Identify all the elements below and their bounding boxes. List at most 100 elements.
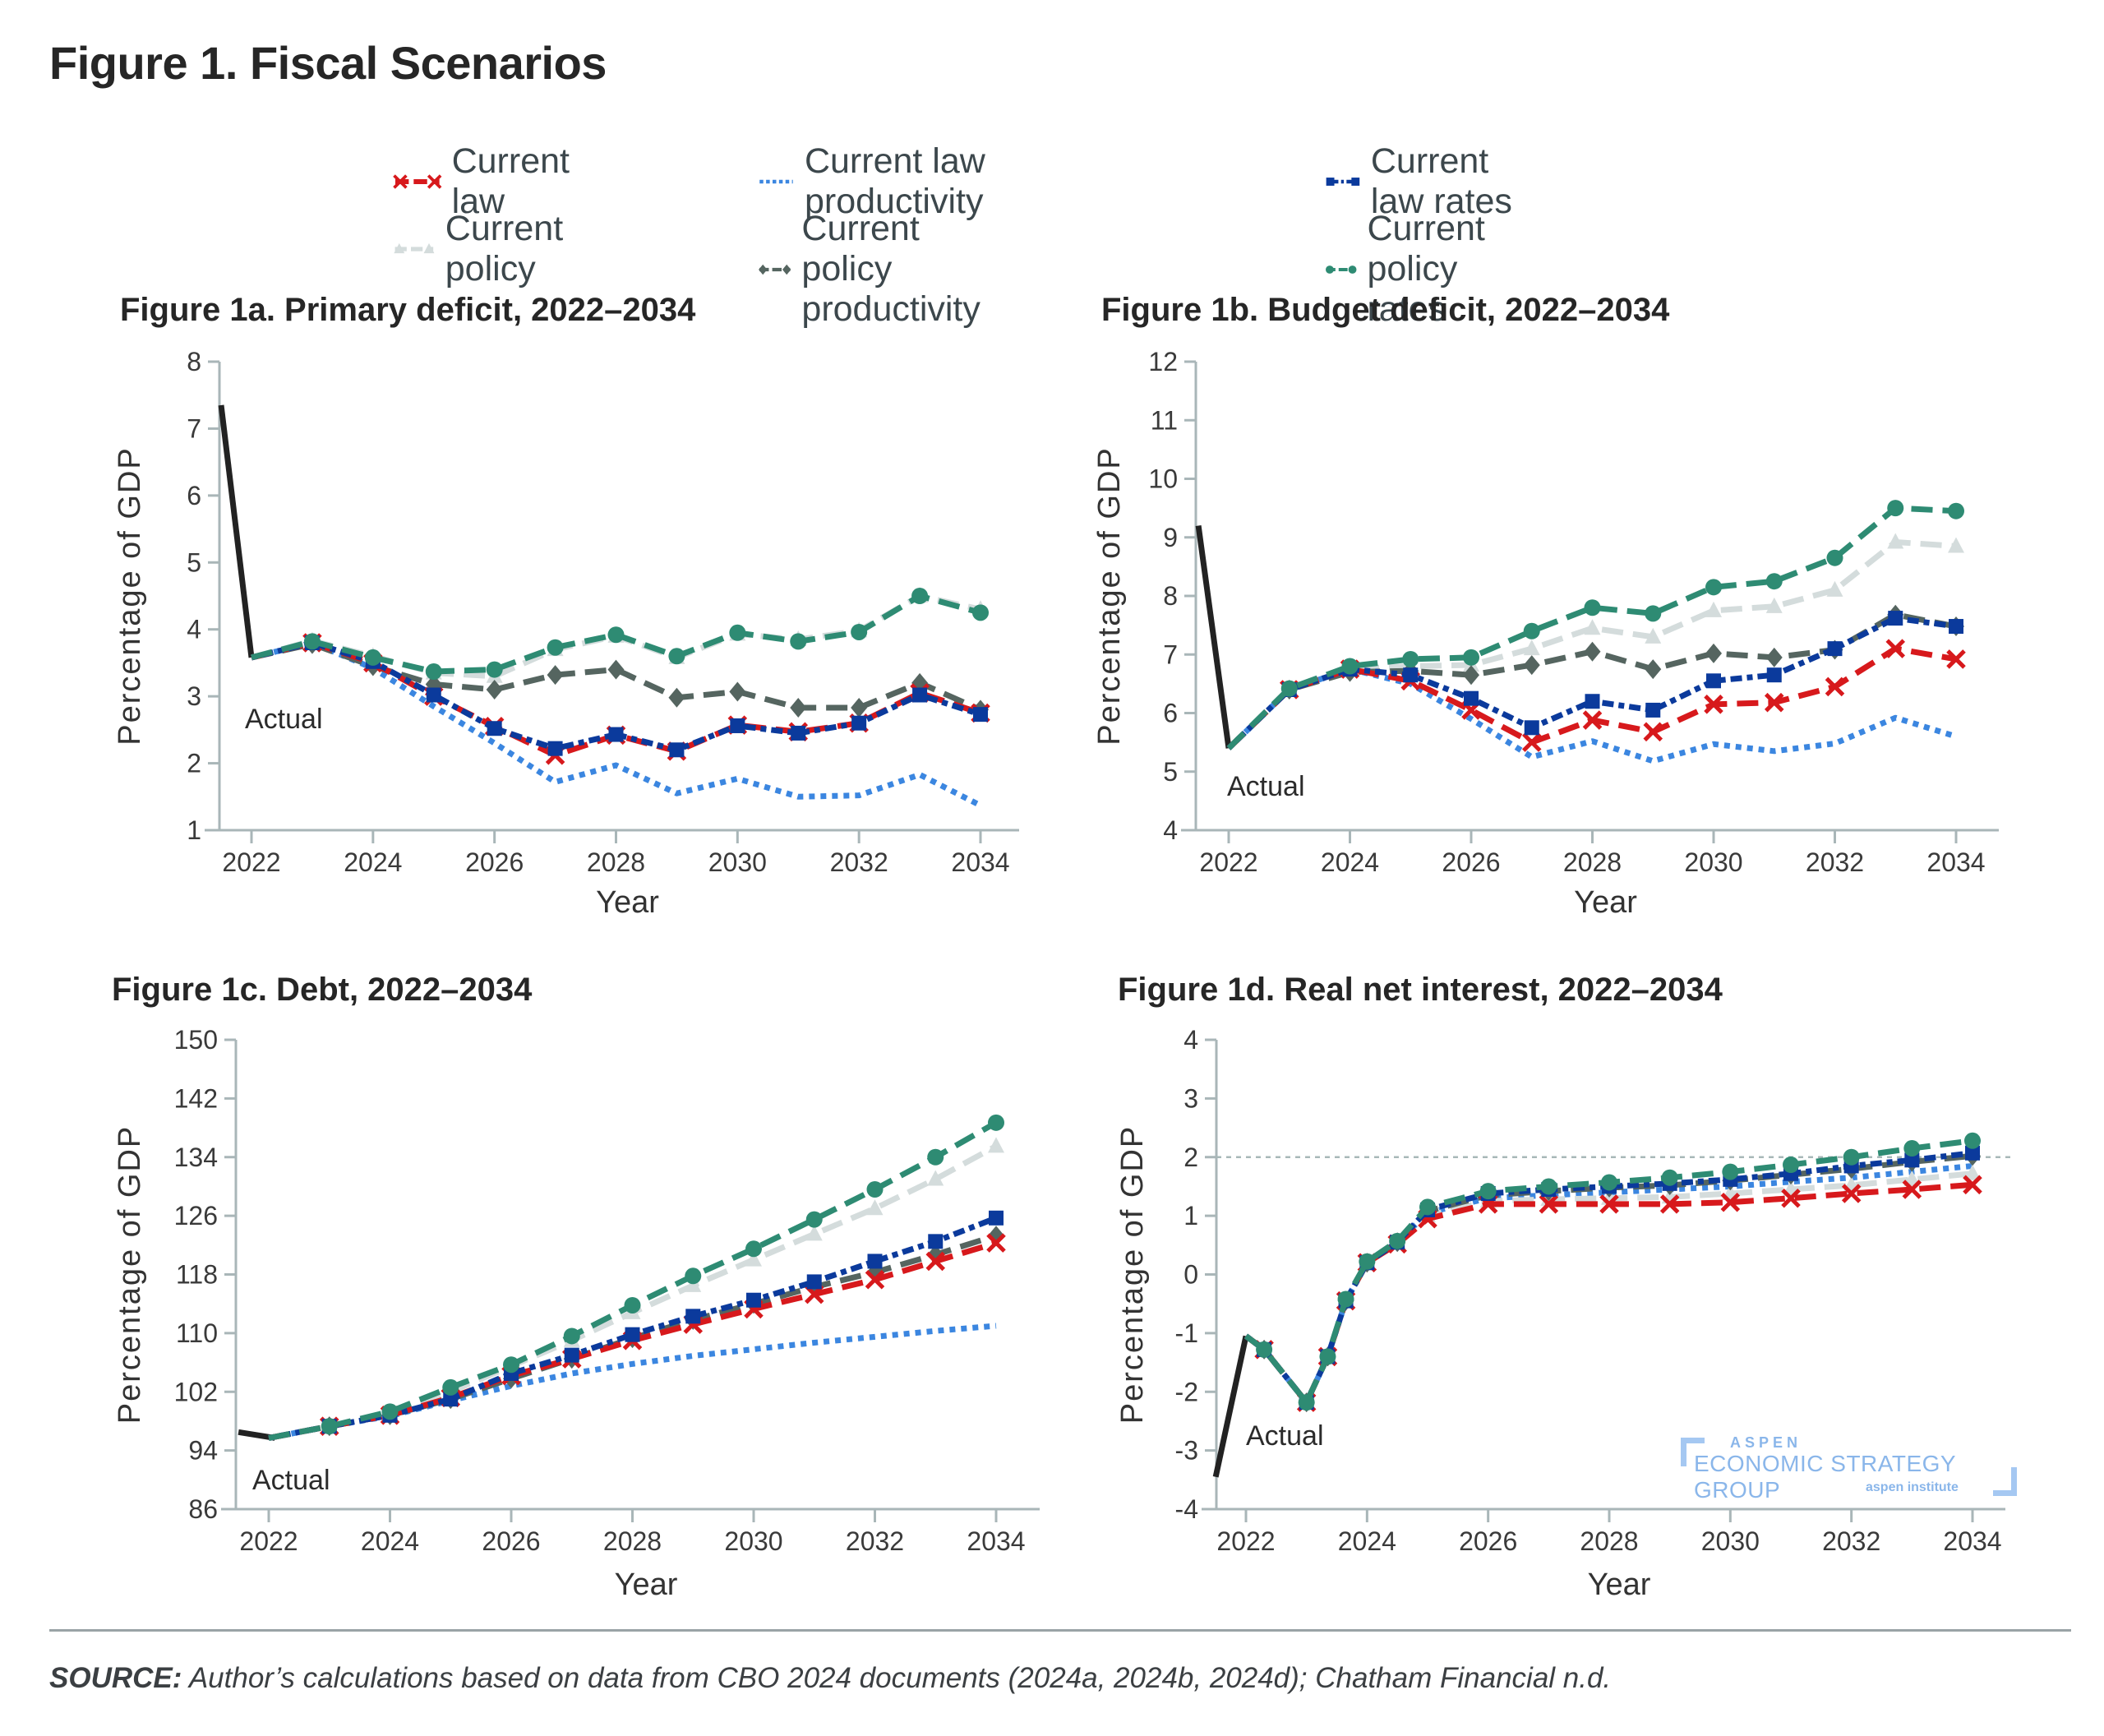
data-point-x [1841, 1184, 1862, 1203]
data-point-circle [1705, 579, 1722, 596]
data-point-square [746, 1292, 761, 1308]
data-point-circle [805, 1211, 823, 1228]
x-tick-label: 2024 [1338, 1526, 1396, 1556]
y-tick-label: 102 [174, 1377, 218, 1406]
y-tick-label: 7 [187, 413, 201, 443]
data-point-triangle [685, 1276, 702, 1292]
x-tick-label: 2024 [1321, 847, 1379, 877]
series-current-law-productivity [1226, 666, 1958, 764]
data-point-circle [927, 1148, 944, 1166]
data-point-circle [1256, 1341, 1273, 1358]
data-point-triangle [1705, 601, 1722, 617]
data-point-diamond [668, 687, 685, 708]
y-tick-label: 0 [1184, 1260, 1198, 1290]
legend-marker-circle [1348, 265, 1357, 274]
legend-marker-triangle [423, 242, 435, 254]
data-point-square [1827, 641, 1843, 657]
x-axis-title: Year [596, 885, 659, 920]
data-point-diamond [790, 697, 807, 718]
x-axis-title: Year [1574, 885, 1637, 920]
y-tick-label: 6 [187, 481, 201, 510]
x-tick-label: 2024 [361, 1526, 419, 1556]
y-tick-label: -2 [1175, 1377, 1198, 1406]
data-point-circle [1463, 649, 1479, 666]
y-tick-label: 150 [174, 1025, 218, 1055]
x-tick-label: 2026 [482, 1526, 540, 1556]
page-title: Figure 1. Fiscal Scenarios [49, 37, 607, 89]
y-tick-label: 134 [174, 1143, 218, 1172]
data-point-square [730, 718, 745, 733]
chart-title-1c: Figure 1c. Debt, 2022–2034 [112, 972, 533, 1008]
y-tick-label: 5 [1163, 757, 1178, 787]
x-tick-label: 2030 [724, 1526, 782, 1556]
data-point-circle [668, 648, 685, 665]
data-point-square [443, 1392, 459, 1407]
data-point-circle [425, 663, 442, 681]
data-point-square [1645, 702, 1661, 718]
y-tick-label: 4 [187, 615, 201, 644]
data-point-x [1704, 695, 1723, 714]
data-point-circle [1722, 1163, 1739, 1180]
series-actual-line [218, 404, 255, 658]
x-tick-label: 2024 [344, 847, 402, 877]
data-point-circle [486, 661, 503, 678]
x-axis-title: Year [615, 1567, 678, 1602]
series-actual-line [1212, 1335, 1249, 1478]
data-point-circle [624, 1296, 641, 1314]
y-tick-label: -4 [1175, 1494, 1198, 1524]
series-current-policy-rates [268, 1114, 1004, 1441]
legend-item-current-policy-productivity: Current policy productivity [758, 209, 1012, 330]
data-point-square [867, 1254, 883, 1269]
data-point-circle [745, 1240, 762, 1258]
legend-swatch-current-policy-productivity-icon [759, 264, 791, 275]
data-point-diamond [1645, 659, 1662, 680]
data-point-diamond [607, 659, 625, 680]
logo-aspen: ASPEN [1730, 1434, 1802, 1451]
data-point-square [487, 721, 502, 736]
data-point-circle [685, 1267, 702, 1285]
legend-marker-diamond [782, 264, 791, 275]
data-point-square [1888, 611, 1903, 626]
data-point-square [791, 725, 806, 741]
data-point-circle [729, 624, 746, 641]
data-point-triangle [805, 1225, 823, 1241]
data-point-triangle [1584, 619, 1601, 635]
x-tick-label: 2022 [1216, 1526, 1275, 1556]
legend-marker-x [427, 174, 442, 189]
data-point-triangle [1645, 627, 1662, 644]
series-current-policy-rates [1243, 1132, 1981, 1411]
x-tick-label: 2032 [846, 1526, 904, 1556]
legend-swatch-current-law-productivity-icon [759, 179, 793, 184]
data-point-diamond [1705, 643, 1722, 663]
series-line [1226, 666, 1958, 764]
data-point-square [1965, 1145, 1980, 1161]
data-point-x [1659, 1194, 1680, 1214]
legend-marker-circle [1325, 265, 1334, 274]
data-point-diamond [851, 697, 868, 718]
y-tick-label: -3 [1175, 1436, 1198, 1466]
data-point-circle [1540, 1178, 1557, 1195]
legend-label: Current law rates [1370, 141, 1512, 221]
data-point-square [608, 727, 624, 742]
actual-annotation: Actual [1227, 771, 1305, 802]
y-tick-label: 10 [1148, 464, 1178, 494]
data-point-x [1599, 1194, 1619, 1214]
data-point-x [1885, 639, 1906, 658]
x-tick-label: 2028 [1580, 1526, 1638, 1556]
data-point-circle [1661, 1169, 1678, 1186]
data-point-circle [1843, 1148, 1860, 1166]
data-point-diamond [1463, 665, 1479, 686]
data-point-circle [866, 1181, 884, 1198]
data-point-x [1582, 710, 1603, 730]
data-point-square [426, 687, 441, 703]
series-current-policy-rates [251, 588, 989, 681]
x-tick-label: 2030 [1684, 847, 1742, 877]
x-tick-label: 2028 [1563, 847, 1622, 877]
data-point-x [925, 1251, 946, 1272]
y-axis-title: Percentage of GDP [113, 446, 147, 746]
y-tick-label: 3 [187, 681, 201, 711]
data-point-x [1539, 1194, 1559, 1214]
y-tick-label: 2 [1184, 1143, 1198, 1172]
data-point-circle [503, 1356, 519, 1374]
legend-swatch-current-law-icon [393, 174, 442, 189]
